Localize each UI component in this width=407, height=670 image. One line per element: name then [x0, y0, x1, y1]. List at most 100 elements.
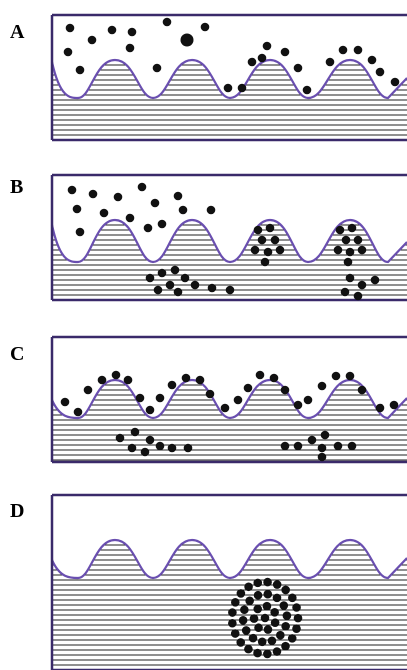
particle	[236, 638, 246, 647]
particle	[389, 400, 399, 410]
particle	[375, 403, 385, 413]
particle	[248, 633, 258, 643]
particle	[240, 605, 249, 615]
particle	[263, 577, 272, 587]
surface-line	[50, 218, 407, 264]
particle	[338, 45, 348, 55]
particle	[165, 280, 175, 290]
particle	[107, 25, 117, 35]
particle	[135, 393, 145, 403]
particle	[253, 604, 263, 614]
panel-border	[50, 173, 407, 302]
particle	[269, 373, 279, 383]
particle	[60, 397, 70, 407]
particle	[145, 435, 155, 445]
particle	[280, 441, 290, 451]
particle	[287, 634, 297, 643]
particle	[87, 35, 97, 45]
particle	[263, 649, 272, 659]
particle	[262, 41, 272, 51]
particle	[228, 608, 237, 617]
particle	[181, 373, 191, 383]
panel	[50, 173, 407, 302]
particle	[228, 618, 237, 628]
particle	[205, 389, 215, 399]
particle	[249, 614, 259, 623]
particle	[233, 395, 243, 405]
panel-label: C	[10, 343, 24, 365]
particle	[143, 223, 153, 233]
particle	[317, 452, 327, 462]
particle	[370, 275, 380, 285]
particle	[282, 611, 292, 620]
particle	[281, 585, 290, 595]
particle	[347, 441, 357, 451]
particle	[75, 227, 85, 237]
panel-border	[50, 13, 407, 142]
particle	[167, 380, 177, 390]
particle	[238, 616, 248, 625]
particle	[265, 223, 275, 233]
particle	[173, 287, 183, 297]
particle	[115, 433, 125, 443]
particle	[127, 27, 137, 37]
particle	[335, 225, 345, 235]
particle	[353, 235, 363, 245]
particle	[281, 641, 290, 651]
particle	[341, 235, 351, 245]
particle	[253, 648, 262, 658]
particle	[257, 235, 267, 245]
particle	[353, 45, 363, 55]
surface-line	[50, 538, 407, 580]
particle	[253, 578, 263, 588]
particle	[236, 589, 246, 598]
particle	[180, 33, 194, 47]
particle	[173, 191, 183, 201]
particle	[279, 601, 289, 610]
particle	[180, 273, 190, 283]
particle	[243, 383, 253, 393]
particle	[260, 613, 270, 623]
particle	[333, 441, 343, 451]
surface-line	[50, 378, 407, 420]
particle	[67, 185, 77, 195]
particle	[223, 83, 233, 93]
particle	[353, 291, 363, 301]
particle	[152, 63, 162, 73]
particle	[206, 205, 216, 215]
particle	[270, 235, 280, 245]
particle	[88, 189, 98, 199]
particle	[123, 375, 133, 385]
particle	[303, 395, 313, 405]
particle	[207, 283, 217, 293]
particle	[263, 247, 273, 257]
particle	[331, 371, 341, 381]
particle	[340, 287, 350, 297]
particle	[247, 57, 257, 67]
particle	[293, 613, 303, 623]
particle	[357, 385, 367, 395]
particle	[345, 273, 355, 283]
particle	[280, 385, 290, 395]
particle	[111, 370, 121, 380]
particle	[170, 265, 180, 275]
particle	[320, 430, 330, 440]
particle	[272, 647, 282, 656]
particle	[347, 223, 357, 233]
particle	[262, 601, 272, 611]
panel-label: D	[10, 500, 24, 522]
particle	[97, 375, 107, 385]
particle	[231, 597, 240, 607]
particle	[73, 407, 83, 417]
panel-label: A	[10, 21, 25, 43]
particle	[275, 245, 285, 255]
particle	[244, 582, 253, 592]
particle	[183, 443, 193, 453]
hatching	[52, 540, 407, 666]
particle	[293, 441, 303, 451]
particle	[375, 67, 385, 77]
particle	[281, 621, 290, 631]
panel-border	[50, 493, 407, 670]
particle	[292, 624, 301, 634]
